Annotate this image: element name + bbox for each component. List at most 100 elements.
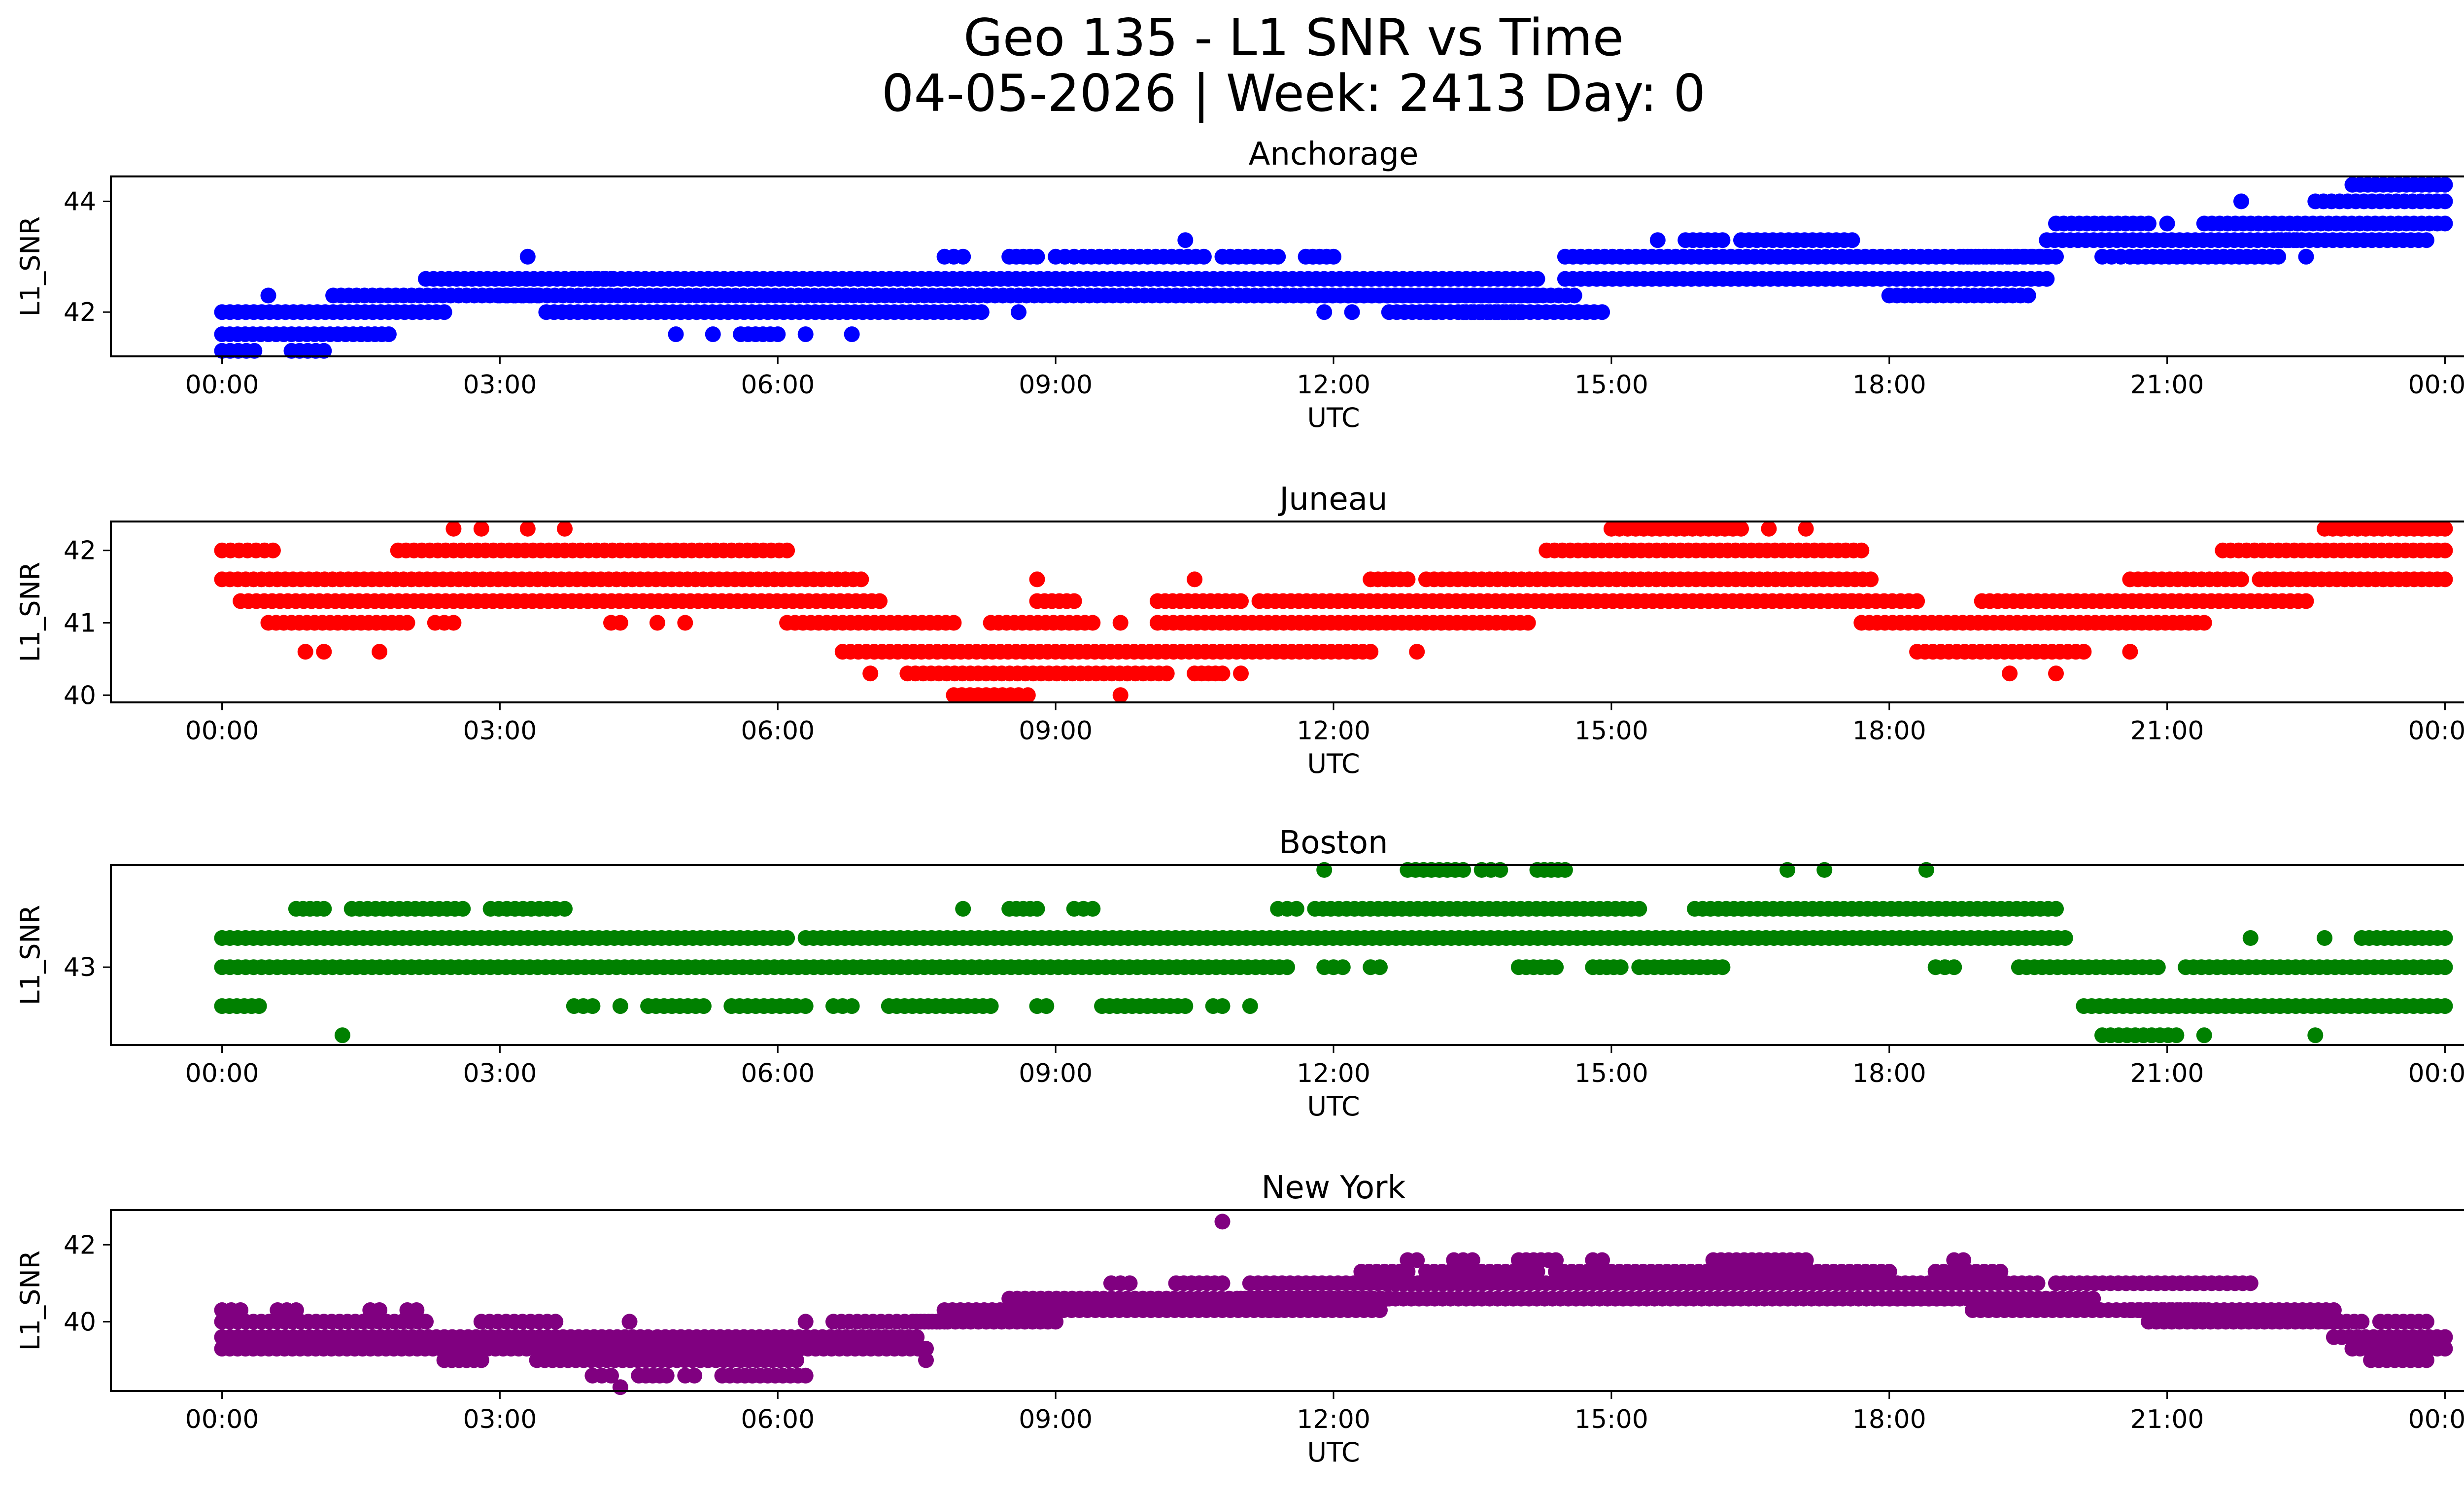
x-tick-label: 21:00 (2130, 1059, 2204, 1088)
data-point (1881, 1263, 1897, 1280)
x-tick-label: 06:00 (741, 370, 815, 400)
data-point (1955, 1252, 1972, 1268)
data-point (1029, 901, 1045, 917)
data-point (1085, 615, 1101, 631)
data-point (677, 615, 693, 631)
data-point (1798, 521, 1814, 537)
data-point (918, 1341, 934, 1357)
data-point (955, 901, 971, 917)
data-point (519, 521, 536, 537)
data-point (2418, 1352, 2434, 1368)
data-point (2002, 665, 2018, 682)
x-tick-label: 00:00 (2408, 1405, 2464, 1434)
axes-frame (110, 175, 2464, 357)
subplot-title: New York (1261, 1170, 1405, 1206)
y-tick-label: 43 (64, 953, 96, 982)
data-point (2242, 1275, 2259, 1291)
data-point (2418, 232, 2434, 248)
x-tick-label: 12:00 (1297, 716, 1370, 746)
x-tick-label: 09:00 (1019, 716, 1093, 746)
data-point (2307, 1027, 2324, 1043)
x-tick-label: 06:00 (741, 1405, 815, 1434)
data-point (1335, 959, 1351, 975)
data-point (473, 521, 489, 537)
data-point (2168, 1027, 2185, 1043)
data-point (797, 326, 814, 343)
x-tick-label: 00:00 (2408, 716, 2464, 746)
x-tick-label: 12:00 (1297, 1059, 1370, 1088)
x-tick-label: 03:00 (463, 1405, 537, 1434)
data-point (2233, 571, 2249, 588)
x-tick-label: 12:00 (1297, 1405, 1370, 1434)
data-point (1316, 304, 1333, 320)
data-point (316, 343, 332, 359)
data-point (265, 542, 281, 558)
data-point (297, 644, 313, 660)
x-tick-label: 21:00 (2130, 370, 2204, 400)
data-point (1631, 901, 1647, 917)
data-point (844, 326, 860, 343)
data-point (2196, 615, 2212, 631)
data-points (214, 862, 2453, 1043)
data-point (1594, 1252, 1610, 1268)
data-point (316, 644, 332, 660)
data-point (445, 521, 462, 537)
y-axis-label: L1_SNR (15, 905, 46, 1006)
data-point (2354, 1314, 2370, 1330)
data-point (1029, 571, 1045, 588)
data-point (1159, 665, 1175, 682)
data-point (1233, 665, 1249, 682)
data-point (399, 615, 415, 631)
x-tick-label: 09:00 (1019, 1405, 1093, 1434)
data-point (2317, 930, 2333, 946)
x-axis-label: UTC (1307, 1091, 1360, 1122)
data-point (612, 615, 628, 631)
y-tick-label: 42 (64, 298, 96, 327)
data-points (214, 176, 2453, 359)
data-point (2437, 959, 2453, 975)
data-point (946, 615, 962, 631)
data-point (1992, 1263, 2009, 1280)
data-point (2437, 571, 2453, 588)
data-point (316, 901, 332, 917)
data-point (2039, 271, 2055, 287)
data-point (1214, 1275, 1231, 1291)
axes-frame (110, 864, 2464, 1046)
data-point (1409, 644, 1425, 660)
x-tick-label: 18:00 (1852, 716, 1926, 746)
data-point (2418, 1314, 2434, 1330)
x-tick-label: 18:00 (1852, 370, 1926, 400)
data-point (1400, 1263, 1416, 1280)
data-point (2159, 215, 2175, 232)
data-point (1594, 304, 1610, 320)
data-point (455, 901, 471, 917)
data-point (246, 343, 263, 359)
data-point (2029, 1275, 2046, 1291)
data-point (1798, 1252, 1814, 1268)
data-point (2196, 1027, 2212, 1043)
data-point (955, 248, 971, 265)
y-tick-label: 42 (64, 536, 96, 566)
data-point (2270, 248, 2287, 265)
data-point (2020, 287, 2036, 304)
data-point (1112, 687, 1129, 703)
data-point (372, 1302, 388, 1318)
y-tick-label: 40 (64, 1307, 96, 1337)
subplots: Anchorage 00:00 03:00 06:00 09:00 12:00 15:00 1… (15, 136, 2464, 1468)
data-point (548, 1314, 564, 1330)
data-point (2048, 248, 2064, 265)
data-point (1011, 304, 1027, 320)
data-point (1863, 571, 1879, 588)
data-point (909, 1329, 925, 1345)
data-point (2437, 542, 2453, 558)
subplot-anchorage: Anchorage 00:00 03:00 06:00 09:00 12:00 15:00 1… (15, 136, 2464, 433)
data-point (1761, 521, 1777, 537)
x-tick-label: 00:00 (2408, 370, 2464, 400)
data-point (2437, 998, 2453, 1014)
data-point (1066, 593, 1082, 609)
data-point (779, 542, 795, 558)
data-point (649, 615, 665, 631)
data-point (2437, 521, 2453, 537)
x-tick-label: 00:00 (185, 1059, 259, 1088)
data-point (519, 248, 536, 265)
